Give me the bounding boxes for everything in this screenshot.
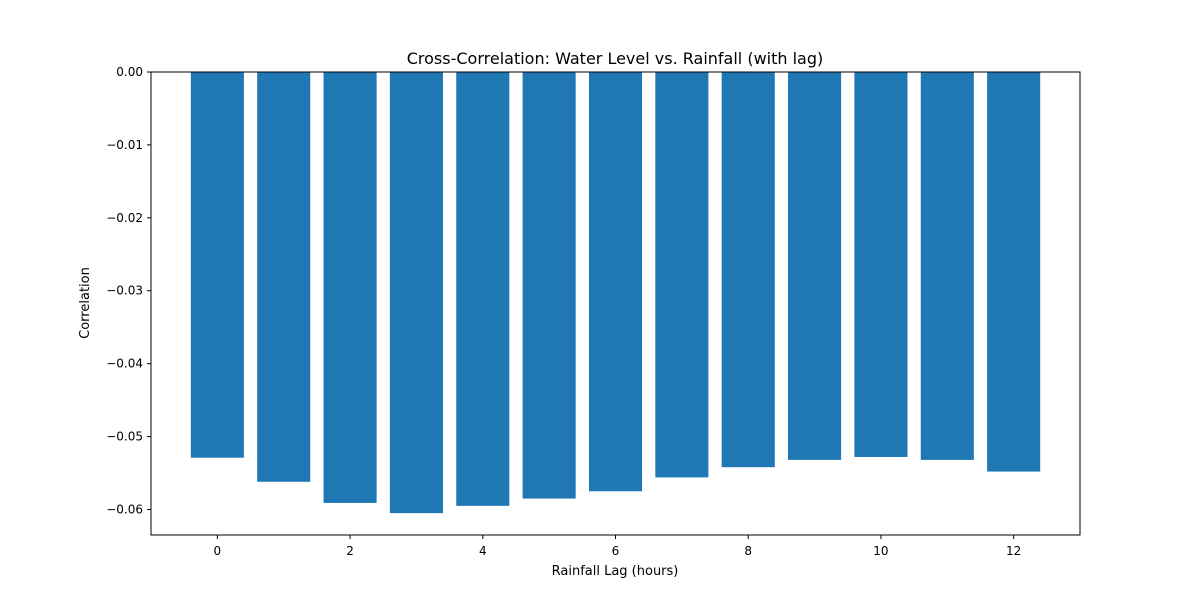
y-axis-label: Correlation	[78, 267, 93, 339]
bar-lag-11	[920, 72, 974, 460]
y-axis-ticks: 0.00 −0.01 −0.02 −0.03 −0.04 −0.05 −0.06	[106, 65, 151, 516]
bar-lag-0	[190, 72, 244, 458]
bar-lag-9	[788, 72, 842, 460]
x-tick-label: 8	[744, 544, 752, 558]
bar-lag-4	[456, 72, 510, 506]
bar-lag-10	[854, 72, 908, 457]
bar-lag-3	[389, 72, 443, 514]
bar-lag-8	[721, 72, 775, 468]
x-tick-label: 10	[873, 544, 888, 558]
x-axis-ticks: 0 2 4 6 8 10 12	[214, 535, 1021, 558]
bar-lag-2	[323, 72, 377, 503]
x-tick-label: 12	[1006, 544, 1021, 558]
bar-lag-12	[987, 72, 1041, 472]
y-tick-label: −0.05	[106, 430, 143, 444]
y-tick-label: −0.04	[106, 357, 143, 371]
x-tick-label: 0	[214, 544, 222, 558]
plot-frame	[150, 71, 1081, 536]
y-tick-label: 0.00	[116, 65, 143, 79]
bar-lag-7	[655, 72, 709, 478]
y-tick-label: −0.02	[106, 211, 143, 225]
bar-lag-5	[522, 72, 576, 499]
y-tick-label: −0.01	[106, 138, 143, 152]
bars	[190, 72, 1041, 514]
x-tick-label: 4	[479, 544, 487, 558]
x-tick-label: 2	[346, 544, 354, 558]
y-tick-label: −0.03	[106, 284, 143, 298]
x-axis-label: Rainfall Lag (hours)	[552, 564, 679, 579]
bar-lag-6	[588, 72, 643, 492]
x-tick-label: 6	[612, 544, 620, 558]
y-tick-label: −0.06	[106, 502, 143, 516]
bar-lag-1	[257, 72, 311, 482]
chart-title: Cross-Correlation: Water Level vs. Rainf…	[407, 49, 824, 68]
